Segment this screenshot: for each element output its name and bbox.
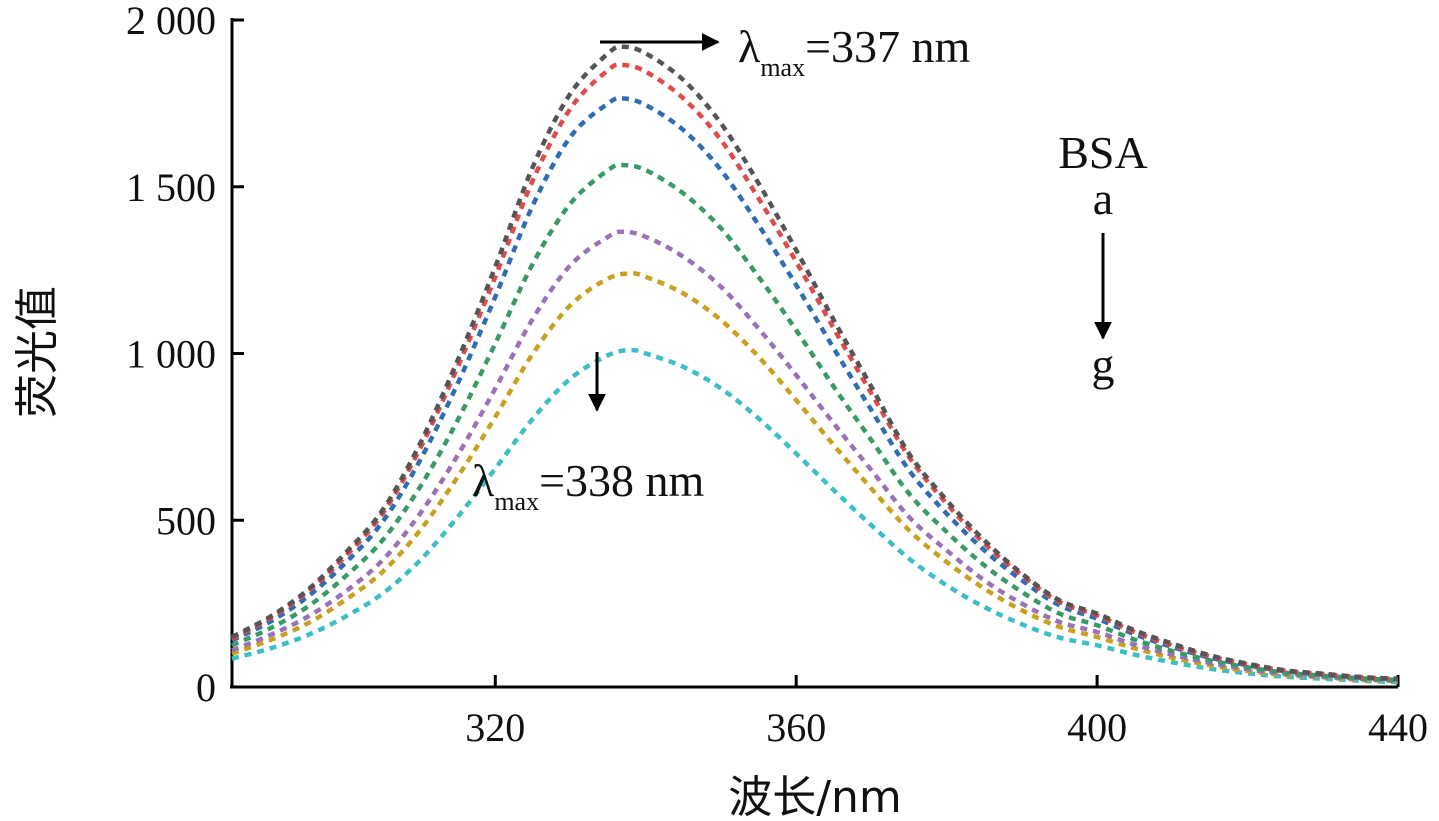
annotation-top: λmax=337 nm bbox=[600, 21, 971, 82]
y-axis-ticks: 0 500 1 000 1 500 2 000 bbox=[126, 0, 244, 710]
series-order-legend: BSA a g bbox=[1058, 127, 1147, 390]
x-axis-ticks: 320 360 400 440 bbox=[465, 675, 1428, 750]
series-line-e bbox=[231, 229, 1399, 683]
series-line-b bbox=[230, 62, 1399, 682]
series-line-c bbox=[231, 95, 1399, 682]
x-axis-title: 波长/nm bbox=[728, 772, 902, 821]
series-line-a bbox=[230, 44, 1399, 681]
annotation-bottom: λmax=338 nm bbox=[472, 352, 705, 516]
svg-text:λmax=338 nm: λmax=338 nm bbox=[472, 455, 705, 516]
series-line-g bbox=[231, 347, 1399, 685]
annotation-top-value: =337 nm bbox=[805, 21, 970, 72]
annotation-bottom-sub: max bbox=[494, 487, 539, 516]
x-tick-label: 360 bbox=[766, 705, 826, 750]
y-tick-label: 500 bbox=[156, 498, 216, 543]
x-tick-label: 440 bbox=[1368, 705, 1428, 750]
x-tick-label: 320 bbox=[465, 705, 525, 750]
annotation-top-sub: max bbox=[760, 53, 805, 82]
series-line-f bbox=[231, 271, 1399, 684]
legend-title: BSA bbox=[1058, 127, 1147, 178]
legend-from-label: a bbox=[1093, 173, 1113, 224]
series-group bbox=[230, 44, 1399, 685]
y-tick-label: 0 bbox=[196, 665, 216, 710]
y-tick-label: 1 500 bbox=[126, 165, 216, 210]
y-tick-label: 1 000 bbox=[126, 332, 216, 377]
y-axis-title: 荧光值 bbox=[12, 286, 63, 418]
x-tick-label: 400 bbox=[1067, 705, 1127, 750]
legend-to-label: g bbox=[1092, 339, 1115, 390]
annotation-bottom-lambda: λ bbox=[472, 455, 495, 506]
series-line-d bbox=[231, 162, 1399, 683]
y-tick-label: 2 000 bbox=[126, 0, 216, 43]
svg-text:λmax=337 nm: λmax=337 nm bbox=[738, 21, 971, 82]
annotation-bottom-value: =338 nm bbox=[539, 455, 704, 506]
annotation-top-lambda: λ bbox=[738, 21, 761, 72]
